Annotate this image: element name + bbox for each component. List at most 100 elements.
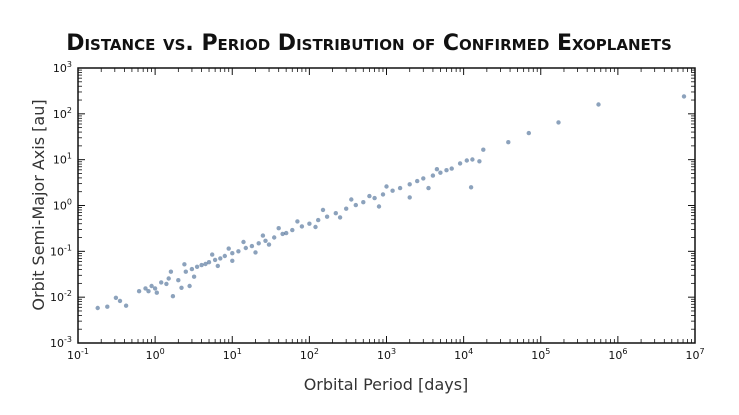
tick-exponent: 1 bbox=[237, 347, 242, 356]
data-point bbox=[243, 245, 248, 251]
data-point bbox=[152, 286, 158, 291]
data-point bbox=[117, 298, 123, 304]
data-point bbox=[316, 217, 321, 223]
tick-exponent: -1 bbox=[64, 243, 72, 252]
data-point bbox=[337, 215, 343, 220]
tick-base: 10 bbox=[50, 245, 64, 258]
data-point bbox=[280, 231, 285, 237]
data-point bbox=[344, 206, 349, 211]
tick-exponent: 1 bbox=[67, 152, 72, 161]
data-point bbox=[384, 184, 389, 189]
data-point bbox=[464, 158, 469, 163]
tick-base: 10 bbox=[531, 349, 545, 362]
data-point bbox=[468, 185, 474, 190]
tick-exponent: 3 bbox=[391, 347, 396, 356]
tick-exponent: 3 bbox=[67, 60, 72, 69]
data-point bbox=[212, 257, 218, 263]
tick-base: 10 bbox=[53, 200, 67, 213]
tick-label: 100 bbox=[146, 347, 165, 362]
tick-base: 10 bbox=[608, 349, 622, 362]
data-point bbox=[333, 211, 338, 216]
tick-exponent: -1 bbox=[81, 347, 89, 356]
data-point bbox=[307, 221, 312, 226]
data-point bbox=[470, 157, 475, 162]
data-point bbox=[149, 283, 154, 289]
data-point bbox=[263, 238, 268, 243]
data-point bbox=[166, 276, 171, 281]
y-axis-label: Orbit Semi-Major Axis [au] bbox=[29, 99, 48, 310]
data-point bbox=[113, 295, 119, 300]
tick-label: 105 bbox=[531, 347, 550, 362]
plot-area bbox=[77, 67, 696, 344]
tick-label: 10-1 bbox=[67, 347, 89, 362]
data-point bbox=[444, 168, 449, 173]
tick-exponent: 4 bbox=[468, 347, 473, 356]
data-point bbox=[361, 200, 366, 205]
data-point bbox=[159, 280, 164, 285]
tick-exponent: -2 bbox=[64, 289, 72, 298]
tick-base: 10 bbox=[223, 349, 237, 362]
data-point bbox=[349, 197, 354, 202]
tick-base: 10 bbox=[377, 349, 391, 362]
tick-label: 103 bbox=[377, 347, 396, 362]
tick-exponent: 0 bbox=[67, 198, 72, 207]
data-point bbox=[438, 170, 443, 175]
tick-base: 10 bbox=[454, 349, 468, 362]
data-point bbox=[421, 176, 426, 181]
data-point bbox=[226, 246, 231, 251]
tick-exponent: 0 bbox=[160, 347, 165, 356]
data-point bbox=[407, 195, 412, 200]
data-point bbox=[426, 185, 431, 191]
data-point bbox=[241, 239, 246, 245]
data-point bbox=[415, 178, 420, 184]
data-point bbox=[183, 269, 188, 274]
data-point bbox=[136, 289, 142, 294]
data-point bbox=[434, 167, 440, 172]
data-point bbox=[372, 195, 377, 201]
tick-base: 10 bbox=[53, 108, 67, 121]
chart-title: Distance vs. Period Distribution of Conf… bbox=[66, 31, 672, 56]
data-point bbox=[380, 192, 386, 197]
data-point bbox=[230, 258, 235, 263]
data-point bbox=[290, 227, 295, 233]
tick-exponent: 2 bbox=[314, 347, 319, 356]
data-point bbox=[95, 305, 100, 311]
data-point bbox=[457, 161, 463, 166]
tick-label: 102 bbox=[300, 347, 319, 362]
data-point bbox=[105, 304, 110, 309]
tick-exponent: -3 bbox=[64, 335, 72, 344]
data-point bbox=[194, 264, 200, 269]
tick-label: 101 bbox=[223, 347, 242, 362]
data-point bbox=[222, 253, 227, 259]
data-point bbox=[182, 262, 187, 267]
data-point bbox=[218, 256, 223, 261]
tick-exponent: 5 bbox=[545, 347, 550, 356]
data-point bbox=[295, 219, 300, 224]
tick-label: 10-3 bbox=[50, 335, 72, 350]
tick-base: 10 bbox=[53, 62, 67, 75]
tick-label: 101 bbox=[53, 152, 72, 167]
data-point bbox=[164, 281, 169, 287]
data-point bbox=[191, 274, 197, 279]
tick-label: 10-2 bbox=[50, 289, 72, 304]
data-point bbox=[168, 269, 174, 274]
data-point bbox=[481, 147, 486, 152]
data-point bbox=[284, 230, 289, 236]
data-point bbox=[253, 250, 258, 255]
data-point bbox=[203, 261, 208, 267]
tick-label: 100 bbox=[53, 198, 72, 213]
data-point bbox=[176, 278, 181, 283]
data-point bbox=[143, 286, 148, 291]
data-point bbox=[390, 188, 395, 193]
data-point bbox=[187, 283, 192, 289]
data-point bbox=[215, 263, 220, 269]
tick-label: 107 bbox=[685, 347, 704, 362]
data-point bbox=[123, 303, 129, 308]
data-point bbox=[596, 102, 601, 107]
data-point bbox=[367, 193, 372, 199]
data-point bbox=[189, 266, 195, 272]
axis-ticks: 10-1 100 101 102 103 104 105 106 10710-310-210-1… bbox=[50, 60, 705, 362]
tick-label: 10-1 bbox=[50, 243, 72, 258]
data-point bbox=[449, 166, 454, 171]
